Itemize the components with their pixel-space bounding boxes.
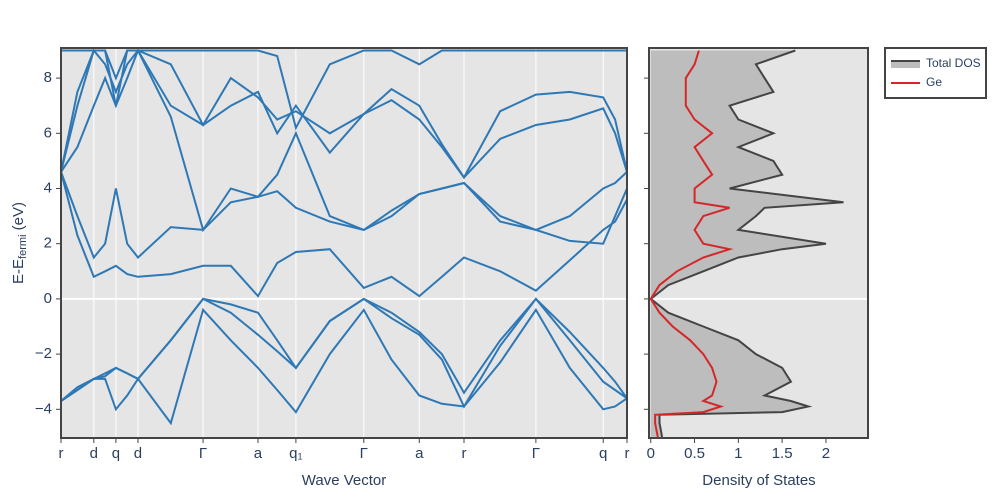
x-tick-label: Γ xyxy=(360,445,368,462)
dos-x-axis-title: Density of States xyxy=(702,472,815,489)
y-tick-label: 8 xyxy=(44,69,52,86)
dos-line xyxy=(649,50,734,438)
dos-frame xyxy=(648,47,869,439)
band-line xyxy=(61,49,627,180)
y-tick-label: 6 xyxy=(44,124,52,141)
x-axis-title: Wave Vector xyxy=(302,472,386,489)
band-line xyxy=(61,297,627,402)
band-frame xyxy=(60,47,628,439)
legend-box xyxy=(884,47,987,99)
y-tick-label: 4 xyxy=(44,179,52,196)
x-tick-label: r xyxy=(625,445,630,462)
x-tick-label: Γ xyxy=(532,445,540,462)
x-tick-label: 0.5 xyxy=(684,445,705,462)
y-title-unit: (eV) xyxy=(10,202,27,235)
x-tick-label: 1 xyxy=(734,445,742,462)
x-tick-label: Γ xyxy=(199,445,207,462)
y-axis-title: E-Efermi (eV) xyxy=(10,202,29,284)
y-title-main: E-E xyxy=(10,259,27,284)
legend-label: Ge xyxy=(926,75,942,89)
legend-label: Total DOS xyxy=(926,56,981,70)
y-tick-label: −2 xyxy=(35,345,52,362)
band-plot-area xyxy=(61,48,627,438)
x-tick-label: d xyxy=(134,445,142,462)
x-tick-label: a xyxy=(254,445,263,462)
band-line xyxy=(61,171,627,298)
band-line xyxy=(61,49,627,131)
dos-fill xyxy=(650,50,844,437)
band-line xyxy=(61,48,627,179)
x-tick-label: 1.5 xyxy=(772,445,793,462)
x-tick-label: q xyxy=(112,445,120,462)
x-tick-label: 0 xyxy=(647,445,655,462)
y-title-sub: fermi xyxy=(17,235,29,259)
x-tick-label: d xyxy=(90,445,98,462)
legend: Total DOS Ge xyxy=(891,56,981,89)
x-tick-label: 2 xyxy=(822,445,830,462)
dos-layer xyxy=(649,49,868,438)
band-line xyxy=(61,307,627,426)
x-tick-label: r xyxy=(59,445,64,462)
x-tick-label: q xyxy=(599,445,607,462)
band-layer xyxy=(61,48,627,438)
x-tick-label: a xyxy=(415,445,424,462)
y-tick-label: 0 xyxy=(44,290,52,307)
dos-line xyxy=(649,49,844,438)
x-tick-label: r xyxy=(461,445,466,462)
y-tick-label: −4 xyxy=(35,400,52,417)
y-tick-label: 2 xyxy=(44,235,52,252)
x-tick-label: q₁ xyxy=(289,445,302,462)
legend-swatch xyxy=(891,60,920,68)
